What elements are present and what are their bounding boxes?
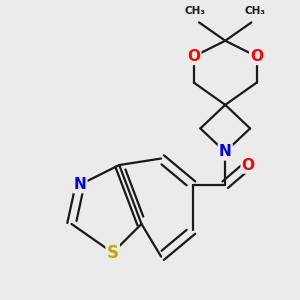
Text: N: N — [74, 177, 86, 192]
Text: O: O — [242, 158, 255, 172]
Text: O: O — [250, 49, 263, 64]
Text: S: S — [107, 244, 119, 262]
Text: CH₃: CH₃ — [245, 6, 266, 16]
Text: CH₃: CH₃ — [184, 6, 206, 16]
Text: N: N — [219, 145, 232, 160]
Text: O: O — [187, 49, 200, 64]
